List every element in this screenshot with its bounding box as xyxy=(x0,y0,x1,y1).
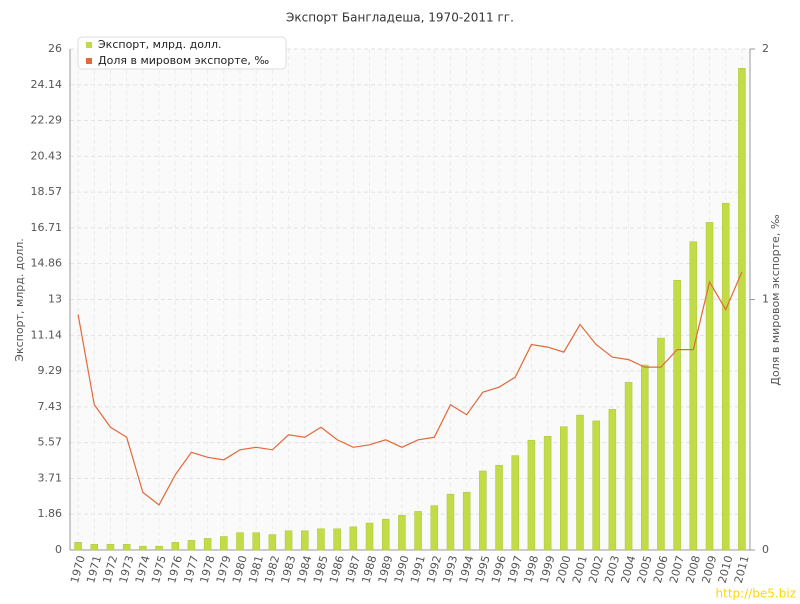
bar xyxy=(349,526,358,551)
watermark: http://be5.biz xyxy=(716,587,796,601)
y-tick-label: 22.29 xyxy=(31,113,63,126)
legend-box xyxy=(77,36,287,70)
bar xyxy=(284,530,293,551)
y-tick-label: 18.57 xyxy=(31,185,63,198)
bar xyxy=(414,511,422,551)
bar xyxy=(171,542,179,551)
bar xyxy=(333,528,341,551)
bar xyxy=(738,68,746,551)
y-tick-label: 1.86 xyxy=(38,507,63,520)
y-axis-title: Экспорт, млрд. долл. xyxy=(13,238,26,361)
bar xyxy=(673,279,681,551)
bar xyxy=(430,505,439,551)
legend-label: Доля в мировом экспорте, ‰ xyxy=(98,54,269,67)
y-tick-label: 13 xyxy=(48,293,62,306)
y2-tick-label: 0 xyxy=(762,543,769,556)
bar xyxy=(381,518,390,551)
y2-axis-title: Доля в мировом экспорте, ‰ xyxy=(769,214,782,385)
y-tick-label: 20.43 xyxy=(31,149,63,162)
bar xyxy=(268,534,277,551)
bar xyxy=(608,409,617,551)
bar xyxy=(203,538,212,551)
bar xyxy=(495,464,503,551)
bar xyxy=(721,202,730,551)
bar xyxy=(139,545,147,551)
bar xyxy=(705,222,714,551)
bar xyxy=(236,532,244,551)
y-tick-label: 26 xyxy=(48,42,62,55)
y2-tick-label: 2 xyxy=(762,42,769,55)
y-tick-label: 9.29 xyxy=(38,364,63,377)
bar xyxy=(624,382,633,551)
y-tick-label: 24.14 xyxy=(31,78,63,91)
bar xyxy=(576,414,584,551)
bar xyxy=(543,436,552,551)
bar xyxy=(657,337,665,551)
bar xyxy=(252,532,260,551)
bar xyxy=(365,522,374,551)
y-tick-label: 16.71 xyxy=(31,221,63,234)
y-tick-label: 14.86 xyxy=(31,257,63,270)
y-tick-label: 7.43 xyxy=(38,400,63,413)
bar xyxy=(527,439,536,551)
bar xyxy=(301,530,309,551)
y-tick-label: 3.71 xyxy=(38,472,63,485)
legend-swatch xyxy=(86,58,92,64)
bar xyxy=(155,545,163,551)
y2-tick-label: 1 xyxy=(762,293,769,306)
bar xyxy=(220,536,228,551)
bar xyxy=(317,528,325,551)
bar xyxy=(479,470,487,551)
bar xyxy=(74,542,82,551)
bar xyxy=(398,515,406,551)
bar xyxy=(90,543,99,551)
chart-title: Экспорт Бангладеша, 1970-2011 гг. xyxy=(286,11,514,25)
bar xyxy=(187,540,196,551)
y-tick-label: 0 xyxy=(55,543,62,556)
bar xyxy=(122,543,131,551)
bar xyxy=(592,420,600,551)
legend-label: Экспорт, млрд. долл. xyxy=(98,38,221,51)
bar xyxy=(560,426,568,551)
bar xyxy=(511,455,519,551)
y-tick-label: 5.57 xyxy=(38,436,63,449)
bar xyxy=(689,241,698,551)
y-tick-label: 11.14 xyxy=(31,328,63,341)
line xyxy=(77,271,743,506)
bar xyxy=(462,491,471,551)
bar xyxy=(446,493,455,551)
legend-swatch xyxy=(86,42,92,48)
bar xyxy=(641,364,649,551)
bar xyxy=(106,543,115,551)
